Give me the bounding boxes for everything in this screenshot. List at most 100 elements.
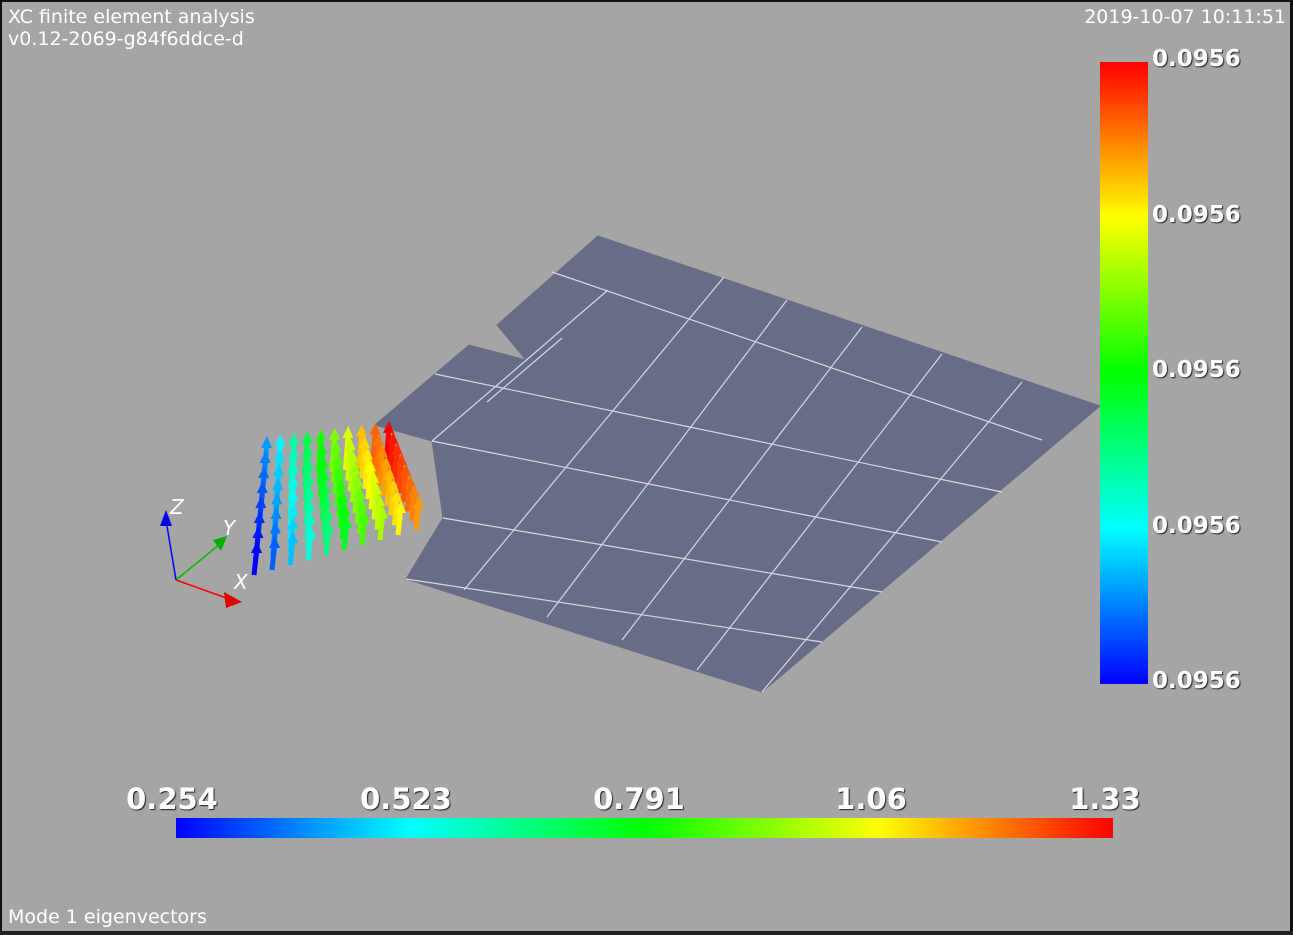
- eigenvector-arrow-tip: [269, 521, 281, 534]
- eigenvector-arrow-tip: [303, 471, 315, 484]
- eigenvector-arrow-tip: [354, 486, 366, 499]
- hbar-label-3: 0.791: [593, 782, 685, 816]
- eigenvector-arrow-tip: [318, 468, 330, 481]
- z-axis-label: Z: [169, 495, 185, 519]
- vbar-label-middle: 0.0956: [1152, 357, 1241, 383]
- eigenvector-arrow-tip: [316, 442, 328, 455]
- eigenvector-arrow-tip: [330, 440, 342, 453]
- eigenvector-arrow-tip: [328, 427, 340, 440]
- eigenvector-arrow-tip: [384, 467, 396, 480]
- app-title: XC finite element analysis: [8, 6, 255, 28]
- eigenvector-arrow-tip: [400, 463, 412, 476]
- eigenvector-arrow-tip: [304, 498, 316, 511]
- eigenvector-arrow-tip: [287, 531, 298, 543]
- y-axis-line: [175, 543, 221, 581]
- eigenvector-arrow-tip: [287, 474, 299, 487]
- eigenvector-arrow-tip: [287, 460, 299, 473]
- eigenvector-arrow-tip: [258, 466, 270, 478]
- eigenvector-arrow-tip: [364, 459, 376, 472]
- eigenvector-arrow-tip: [383, 421, 394, 433]
- z-axis-line: [165, 519, 177, 581]
- eigenvector-arrow: [356, 430, 365, 469]
- eigenvector-arrow-tip: [395, 501, 406, 513]
- vbar-label-lower: 0.0956: [1152, 513, 1241, 539]
- eigenvector-arrow-tip: [288, 432, 300, 445]
- horizontal-color-gradient: [176, 818, 1113, 838]
- eigenvector-arrow-tip: [253, 511, 265, 523]
- eigenvector-arrow-tip: [373, 494, 385, 507]
- eigenvector-arrow-tip: [367, 471, 379, 483]
- eigenvector-arrow-tip: [270, 506, 282, 519]
- plate-surface: [373, 235, 1101, 693]
- vbar-label-top: 0.0956: [1152, 46, 1241, 72]
- eigenvector-glyphs: [251, 421, 424, 576]
- eigenvector-arrow-tip: [359, 511, 370, 523]
- eigenvector-arrow-tip: [413, 496, 424, 508]
- vertical-color-gradient: [1100, 62, 1148, 684]
- x-axis-cone-icon: [224, 592, 242, 608]
- y-axis-label: Y: [223, 516, 237, 540]
- eigenvector-arrow-tip: [377, 506, 388, 518]
- eigenvector-arrow-tip: [317, 455, 329, 468]
- mesh-lines: [405, 271, 1043, 693]
- eigenvector-arrow-tip: [315, 429, 327, 442]
- eigenvector-arrow-tip: [380, 456, 392, 469]
- eigenvector-arrow-tip: [261, 436, 272, 448]
- eigenvector-arrow-tip: [272, 463, 284, 476]
- eigenvector-arrow-tip: [358, 436, 370, 448]
- eigenvector-arrow: [373, 439, 382, 477]
- eigenvector-arrow-tip: [305, 526, 316, 538]
- y-axis-cone-icon: [213, 536, 227, 551]
- eigenvector-arrow-tip: [369, 422, 381, 435]
- eigenvector-arrow: [369, 428, 378, 467]
- eigenvector-arrow-tip: [301, 431, 313, 443]
- vertical-scalar-bar: [1100, 62, 1148, 684]
- vbar-label-upper: 0.0956: [1152, 202, 1241, 228]
- eigenvector-arrow-tip: [344, 438, 356, 451]
- eigenvector-arrow-tip: [252, 526, 264, 538]
- eigenvector-arrow-tip: [351, 474, 363, 487]
- eigenvector-arrow-tip: [334, 465, 346, 478]
- eigenvector-arrow-tip: [349, 462, 361, 475]
- eigenvector-arrow-tip: [341, 516, 352, 528]
- horizontal-scalar-bar: [176, 818, 1113, 838]
- eigenvector-arrow-tip: [255, 496, 267, 508]
- hbar-label-1: 0.254: [126, 782, 218, 816]
- eigenvector-arrow-tip: [320, 494, 332, 507]
- eigenvector-arrow-tip: [287, 446, 299, 459]
- axes-triad: X Y Z: [160, 495, 249, 608]
- hbar-label-5: 1.33: [1069, 782, 1141, 816]
- hbar-label-2: 0.523: [360, 782, 452, 816]
- eigenvector-arrow: [342, 431, 351, 471]
- eigenvector-arrow-tip: [332, 452, 344, 465]
- eigenvector-arrow-tip: [319, 481, 331, 494]
- eigenvector-arrow-tip: [302, 458, 314, 471]
- eigenvector-arrow-tip: [370, 482, 382, 495]
- timestamp: 2019-10-07 10:11:51: [1084, 6, 1286, 28]
- eigenvector-arrow-tip: [271, 492, 283, 505]
- hbar-label-4: 1.06: [835, 782, 907, 816]
- eigenvector-arrow-tip: [373, 433, 385, 446]
- eigenvector-arrow-tip: [287, 502, 299, 515]
- eigenvector-arrow-tip: [304, 512, 316, 525]
- eigenvector-arrow-tip: [387, 478, 399, 491]
- eigenvector-arrow-tip: [376, 445, 388, 458]
- eigenvector-arrow-tip: [272, 477, 284, 490]
- eigenvector-arrow-tip: [337, 490, 349, 503]
- eigenvector-arrow-tip: [355, 424, 367, 437]
- x-axis-label: X: [233, 570, 249, 594]
- eigenvector-arrow-tip: [339, 503, 351, 516]
- eigenvector-arrow-tip: [303, 485, 315, 498]
- eigenvector-arrow-tip: [335, 478, 347, 491]
- eigenvector-arrow: [359, 441, 368, 479]
- vbar-label-bottom: 0.0956: [1152, 668, 1241, 694]
- eigenvector-arrow-tip: [391, 442, 403, 455]
- eigenvector-arrow-tip: [387, 431, 399, 444]
- taskbar-strip: [0, 931, 1293, 935]
- eigenvector-arrow-tip: [361, 447, 373, 460]
- eigenvector-arrow-tip: [347, 450, 359, 463]
- eigenvector-arrow-tip: [395, 453, 407, 466]
- eigenvector-arrow-tip: [404, 474, 416, 487]
